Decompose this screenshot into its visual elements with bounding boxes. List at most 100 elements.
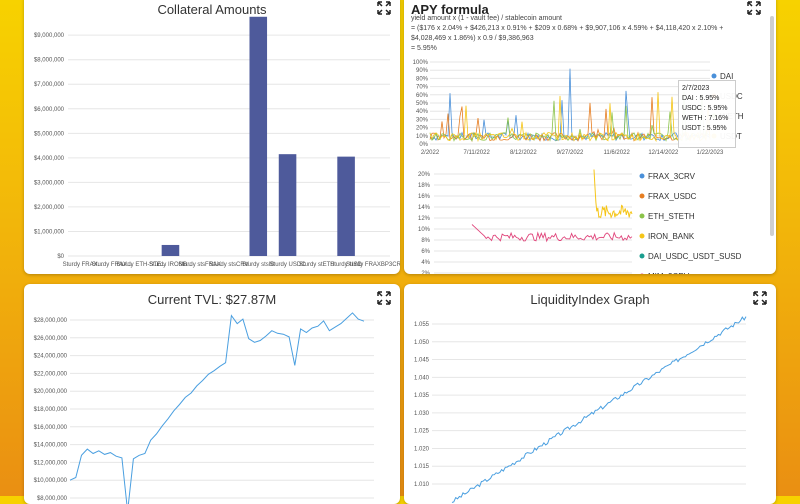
y-tick-label: $18,000,000: [34, 407, 68, 413]
y-tick-label: 40%: [416, 109, 429, 115]
legend-label: DAI: [720, 72, 733, 81]
liquidity-series-line: [451, 316, 747, 503]
y-tick-label: $8,000,000: [34, 58, 65, 64]
formula-line: $4,028,469 x 1.86%) x 0.9 / $9,386,963: [411, 35, 534, 42]
x-tick-label: 11/6/2022: [604, 150, 631, 156]
y-tick-label: $5,000,000: [34, 131, 65, 137]
y-tick-label: 16%: [418, 194, 431, 200]
y-tick-label: 50%: [416, 101, 429, 107]
y-tick-label: $28,000,000: [34, 318, 68, 324]
apy-title: APY formula: [411, 2, 489, 17]
y-tick-label: 90%: [416, 68, 429, 74]
y-tick-label: 4%: [421, 260, 430, 266]
y-tick-label: 14%: [418, 205, 431, 211]
tvl-title: Current TVL: $27.87M: [147, 292, 277, 307]
legend-label: IRON_BANK: [648, 232, 695, 241]
legend-marker: [639, 253, 645, 259]
formula-line: = 5.95%: [411, 45, 437, 52]
y-tick-label: $9,000,000: [34, 33, 65, 39]
x-tick-label: Sturdy USDC: [270, 262, 307, 268]
series-line: [429, 92, 711, 143]
y-tick-label: 80%: [416, 76, 429, 82]
y-tick-label: 20%: [418, 172, 431, 178]
tooltip-weth: WETH : 7.16%: [682, 115, 729, 122]
y-tick-label: 18%: [418, 183, 431, 189]
legend-label: DAI_USDC_USDT_SUSD: [648, 252, 742, 261]
y-tick-label: $7,000,000: [34, 82, 65, 88]
y-tick-label: 1.025: [414, 429, 430, 435]
x-tick-label: Sturdy FRAXBP3CRV: [346, 262, 400, 268]
x-tick-label: 9/27/2022: [557, 150, 584, 156]
y-tick-label: $2,000,000: [34, 205, 65, 211]
y-tick-label: 1.045: [414, 358, 430, 364]
x-tick-label: Sturdy stsCRV: [209, 262, 248, 268]
y-tick-label: 1.055: [414, 322, 430, 328]
y-tick-label: 60%: [416, 93, 429, 99]
apy-formula-text: yield amount x (1 - vault fee) / stablec…: [411, 14, 736, 54]
y-tick-label: 1.020: [414, 446, 430, 452]
x-tick-label: Sturdy FRAX...: [92, 262, 132, 268]
x-tick-label: Sturdy IRONB...: [149, 262, 192, 268]
y-tick-label: 20%: [416, 126, 429, 132]
legend-label: FRAX_3CRV: [648, 172, 696, 181]
liquidity-index-card: LiquidityIndex Graph 1.010 1.015 1.020 1.02…: [404, 284, 776, 504]
y-tick-label: $6,000,000: [34, 107, 65, 113]
y-tick-label: 1.040: [414, 375, 430, 381]
x-tick-label: 1/22/2023: [697, 150, 724, 156]
legend-marker: [639, 173, 645, 179]
y-tick-label: $3,000,000: [34, 180, 65, 186]
legend-marker: [639, 213, 645, 219]
y-tick-label: $0: [57, 254, 64, 260]
expand-icon[interactable]: [376, 0, 392, 16]
formula-line: = ($176 x 2.04% + $426,213 x 0.91% + $20…: [411, 25, 724, 32]
y-tick-label: $24,000,000: [34, 354, 68, 360]
y-tick-label: 10%: [416, 134, 429, 140]
y-tick-label: $8,000,000: [37, 496, 68, 502]
y-tick-label: 1.010: [414, 482, 430, 488]
y-tick-label: 30%: [416, 117, 429, 123]
collateral-amounts-card: Collateral Amounts $0 $1,000,000 $2,000,00…: [24, 0, 400, 274]
liquidity-title: LiquidityIndex Graph: [530, 292, 650, 307]
x-tick-label: Sturdy USD: [330, 262, 362, 268]
legend-marker: [640, 273, 644, 274]
y-tick-label: $1,000,000: [34, 229, 65, 235]
x-tick-label: 12/14/2022: [648, 150, 679, 156]
y-tick-label: 1.030: [414, 411, 430, 417]
series-line: [471, 224, 633, 243]
y-tick-label: 1.035: [414, 393, 430, 399]
y-tick-label: $20,000,000: [34, 389, 68, 395]
expand-icon[interactable]: [746, 0, 762, 16]
series-line: [429, 68, 711, 142]
tooltip-dai: DAI : 5.95%: [682, 95, 720, 102]
y-tick-label: $16,000,000: [34, 425, 68, 431]
y-tick-label: $10,000,000: [34, 478, 68, 484]
expand-icon[interactable]: [752, 290, 768, 306]
tooltip-usdt: USDT : 5.95%: [682, 125, 727, 132]
x-tick-label: Sturdy stsIB: [242, 262, 274, 268]
bar: [249, 16, 268, 257]
legend-marker: [639, 193, 645, 199]
bar: [278, 154, 297, 256]
x-tick-label: 7/11/2022: [464, 150, 491, 156]
expand-icon[interactable]: [376, 290, 392, 306]
x-tick-label: Sturdy FRAX...: [63, 262, 103, 268]
tvl-series-line: [69, 312, 365, 504]
tooltip-usdc: USDC : 5.95%: [682, 105, 728, 112]
y-tick-label: $12,000,000: [34, 460, 68, 466]
y-tick-label: $14,000,000: [34, 443, 68, 449]
legend-marker: [639, 233, 645, 239]
collateral-title: Collateral Amounts: [157, 2, 267, 17]
y-tick-label: 100%: [413, 60, 429, 66]
bar: [337, 156, 355, 256]
x-tick-label: 8/12/2022: [510, 150, 537, 156]
y-tick-label: 12%: [418, 216, 431, 222]
tvl-line-chart: $8,000,000 $10,000,000 $12,000,000 $14,000,…: [34, 312, 374, 504]
y-tick-label: 8%: [421, 238, 430, 244]
current-tvl-card: Current TVL: $27.87M $8,000,000 $10,000,0…: [24, 284, 400, 504]
legend-label: ETH_STETH: [648, 212, 695, 221]
y-tick-label: 1.015: [414, 464, 430, 470]
apy-scrollbar[interactable]: [770, 16, 774, 236]
formula-line: yield amount x (1 - vault fee) / stablec…: [411, 15, 562, 22]
series-line: [429, 97, 711, 143]
legend-marker: [711, 73, 717, 79]
